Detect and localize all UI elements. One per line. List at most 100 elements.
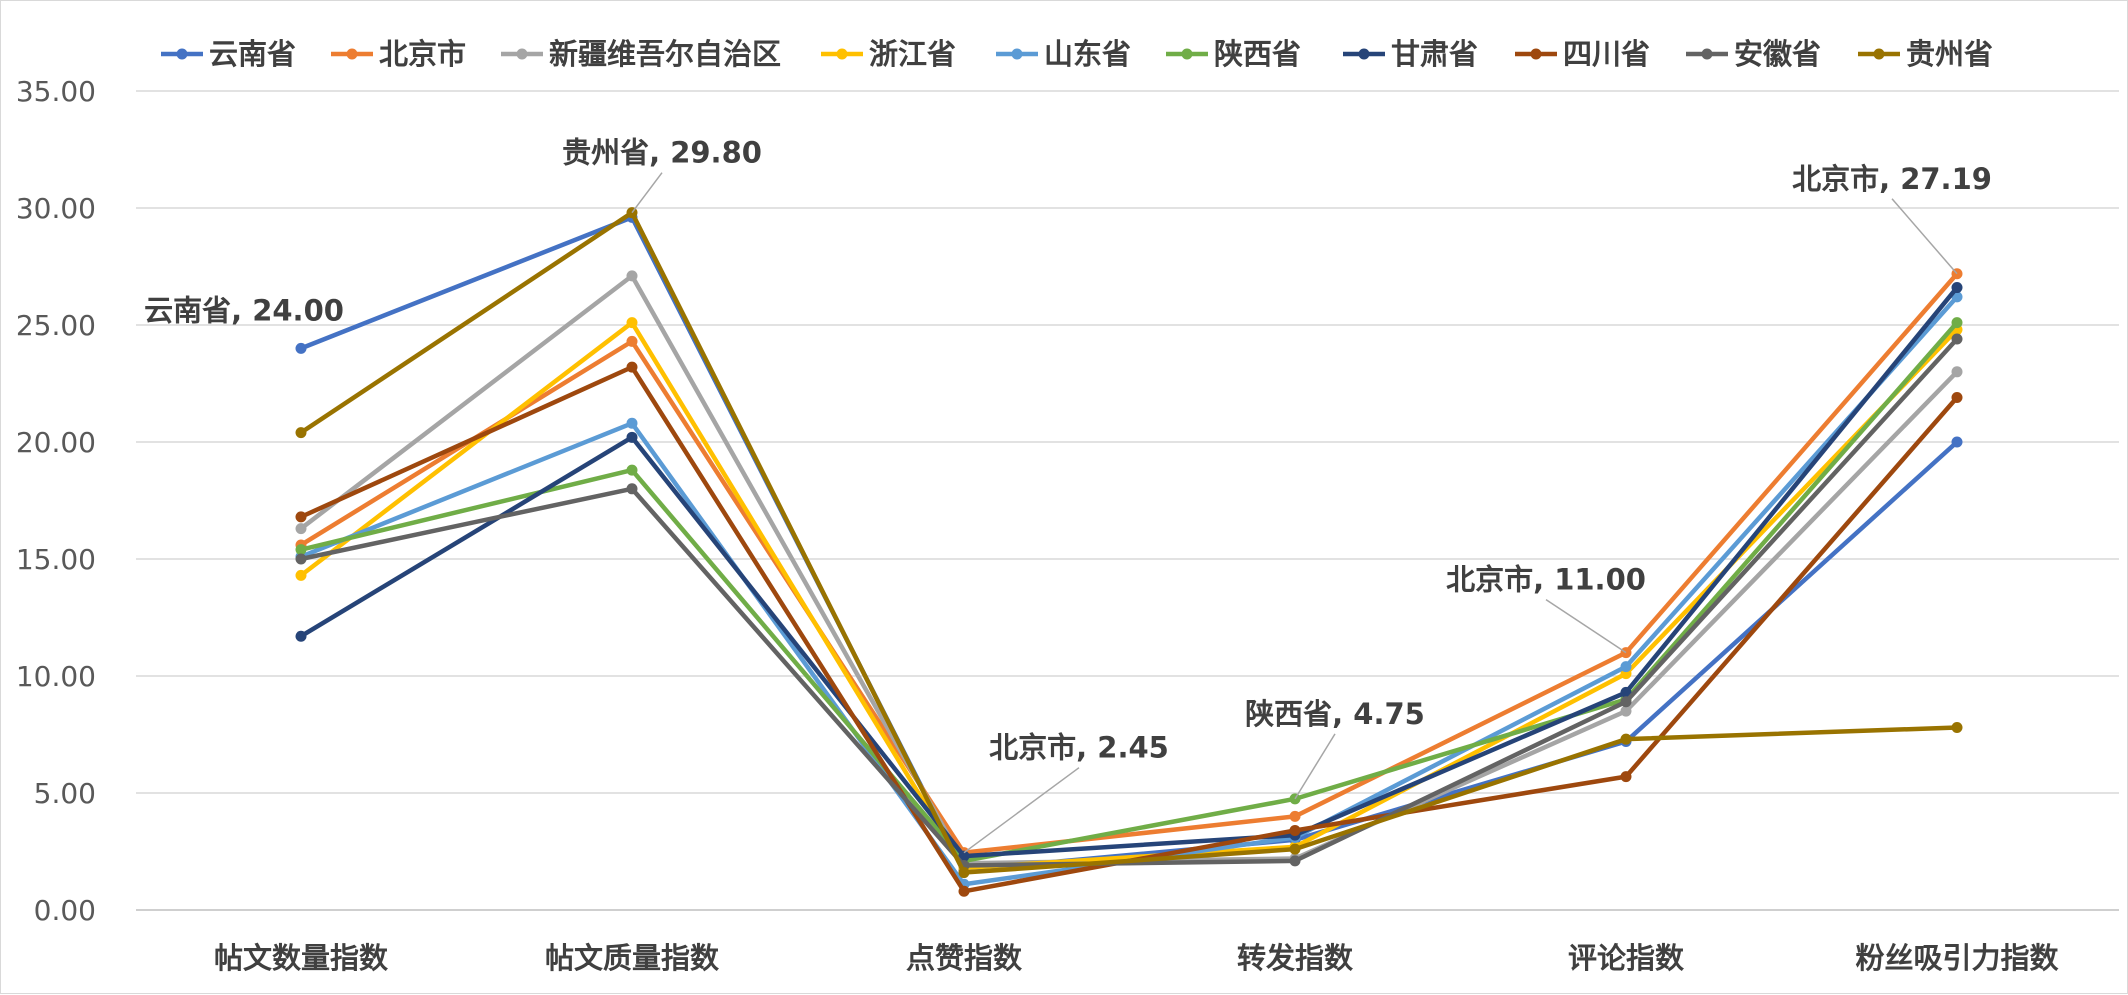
data-annotation: 云南省, 24.00 (144, 293, 344, 327)
legend-marker (1181, 48, 1193, 60)
legend: 云南省 北京市 新疆维吾尔自治区 浙江省 山东省 陕西省 甘肃省 四川省 安徽省 贵州省 (161, 37, 1993, 71)
annotation-leader (631, 172, 663, 214)
data-point (1620, 696, 1632, 708)
legend-label: 贵州省 (1906, 37, 1993, 71)
legend-label: 新疆维吾尔自治区 (549, 37, 781, 71)
data-point (1951, 317, 1963, 329)
annotation-leader (1891, 198, 1958, 275)
data-point (626, 270, 638, 282)
series-line (298, 271, 1960, 855)
series-line (298, 320, 1960, 871)
legend-item: 四川省 (1515, 37, 1650, 71)
data-point (626, 417, 638, 429)
data-point (958, 850, 970, 862)
series-10 (295, 207, 1963, 879)
annotation-leaders (631, 172, 1958, 854)
legend-marker (836, 48, 848, 60)
legend-item: 新疆维吾尔自治区 (501, 37, 781, 71)
y-tick-label: 30.00 (16, 192, 96, 225)
data-annotation: 北京市, 11.00 (1446, 563, 1646, 597)
data-annotation: 北京市, 27.19 (1792, 162, 1992, 196)
data-point (1289, 843, 1301, 855)
data-point (1951, 392, 1963, 404)
series-4 (295, 317, 1963, 874)
series-9 (295, 333, 1963, 872)
x-axis-categories: 帖文数量指数 帖文质量指数 点赞指数 转发指数 评论指数 粉丝吸引力指数 (214, 941, 2060, 975)
data-annotation: 贵州省, 29.80 (562, 136, 762, 170)
data-point (1951, 333, 1963, 345)
data-point (295, 544, 307, 556)
legend-marker (346, 48, 358, 60)
legend-item: 陕西省 (1166, 37, 1301, 71)
data-point (1620, 771, 1632, 783)
data-point (295, 553, 307, 565)
data-point (1620, 686, 1632, 698)
y-tick-label: 10.00 (16, 660, 96, 693)
data-annotations: 云南省, 24.00 贵州省, 29.80 北京市, 2.45 陕西省, 4.75 北京… (144, 136, 1992, 765)
legend-item: 云南省 (161, 37, 296, 71)
data-point (295, 511, 307, 523)
legend-marker (1358, 48, 1370, 60)
data-point (295, 569, 307, 581)
series-lines (295, 207, 1963, 897)
legend-marker (516, 48, 528, 60)
series-line (298, 320, 1960, 864)
y-tick-label: 0.00 (34, 894, 96, 927)
y-tick-label: 25.00 (16, 309, 96, 342)
x-category-label: 帖文数量指数 (214, 941, 389, 975)
legend-label: 浙江省 (869, 37, 956, 71)
y-tick-label: 5.00 (34, 777, 96, 810)
data-point (1951, 282, 1963, 294)
data-point (295, 427, 307, 439)
data-point (1620, 705, 1632, 717)
series-2 (295, 268, 1963, 859)
data-point (626, 361, 638, 373)
data-point (1289, 810, 1301, 822)
legend-label: 北京市 (379, 37, 466, 71)
legend-label: 安徽省 (1734, 37, 1821, 71)
series-7 (295, 282, 1963, 862)
y-tick-label: 20.00 (16, 426, 96, 459)
series-line (298, 215, 1960, 873)
annotation-leader (963, 767, 1080, 854)
data-point (295, 523, 307, 535)
legend-marker (1011, 48, 1023, 60)
x-category-label: 粉丝吸引力指数 (1855, 941, 2059, 975)
y-tick-label: 15.00 (16, 543, 96, 576)
legend-label: 甘肃省 (1391, 37, 1478, 71)
series-1 (295, 211, 1963, 876)
legend-marker (1530, 48, 1542, 60)
data-point (1951, 366, 1963, 378)
legend-item: 安徽省 (1686, 37, 1821, 71)
data-point (1951, 721, 1963, 733)
annotation-leader (1545, 598, 1627, 654)
x-category-label: 评论指数 (1568, 941, 1685, 975)
data-point (1951, 436, 1963, 448)
data-point (1289, 824, 1301, 836)
series-line (298, 273, 1960, 866)
legend-item: 贵州省 (1858, 37, 1993, 71)
data-point (958, 885, 970, 897)
legend-item: 山东省 (996, 37, 1131, 71)
y-tick-label: 35.00 (16, 75, 96, 108)
legend-marker (176, 48, 188, 60)
data-point (1289, 855, 1301, 867)
legend-marker (1701, 48, 1713, 60)
data-point (626, 317, 638, 329)
data-point (295, 630, 307, 642)
data-annotation: 北京市, 2.45 (989, 731, 1169, 765)
legend-item: 浙江省 (821, 37, 956, 71)
data-point (1620, 733, 1632, 745)
legend-label: 云南省 (209, 37, 296, 71)
data-point (626, 464, 638, 476)
data-point (626, 431, 638, 443)
legend-label: 山东省 (1044, 37, 1131, 71)
legend-item: 甘肃省 (1343, 37, 1478, 71)
legend-marker (1873, 48, 1885, 60)
x-category-label: 帖文质量指数 (545, 941, 720, 975)
x-category-label: 点赞指数 (906, 941, 1023, 975)
series-line (298, 285, 1960, 859)
annotation-leader (1294, 733, 1336, 800)
data-annotation: 陕西省, 4.75 (1245, 697, 1425, 731)
